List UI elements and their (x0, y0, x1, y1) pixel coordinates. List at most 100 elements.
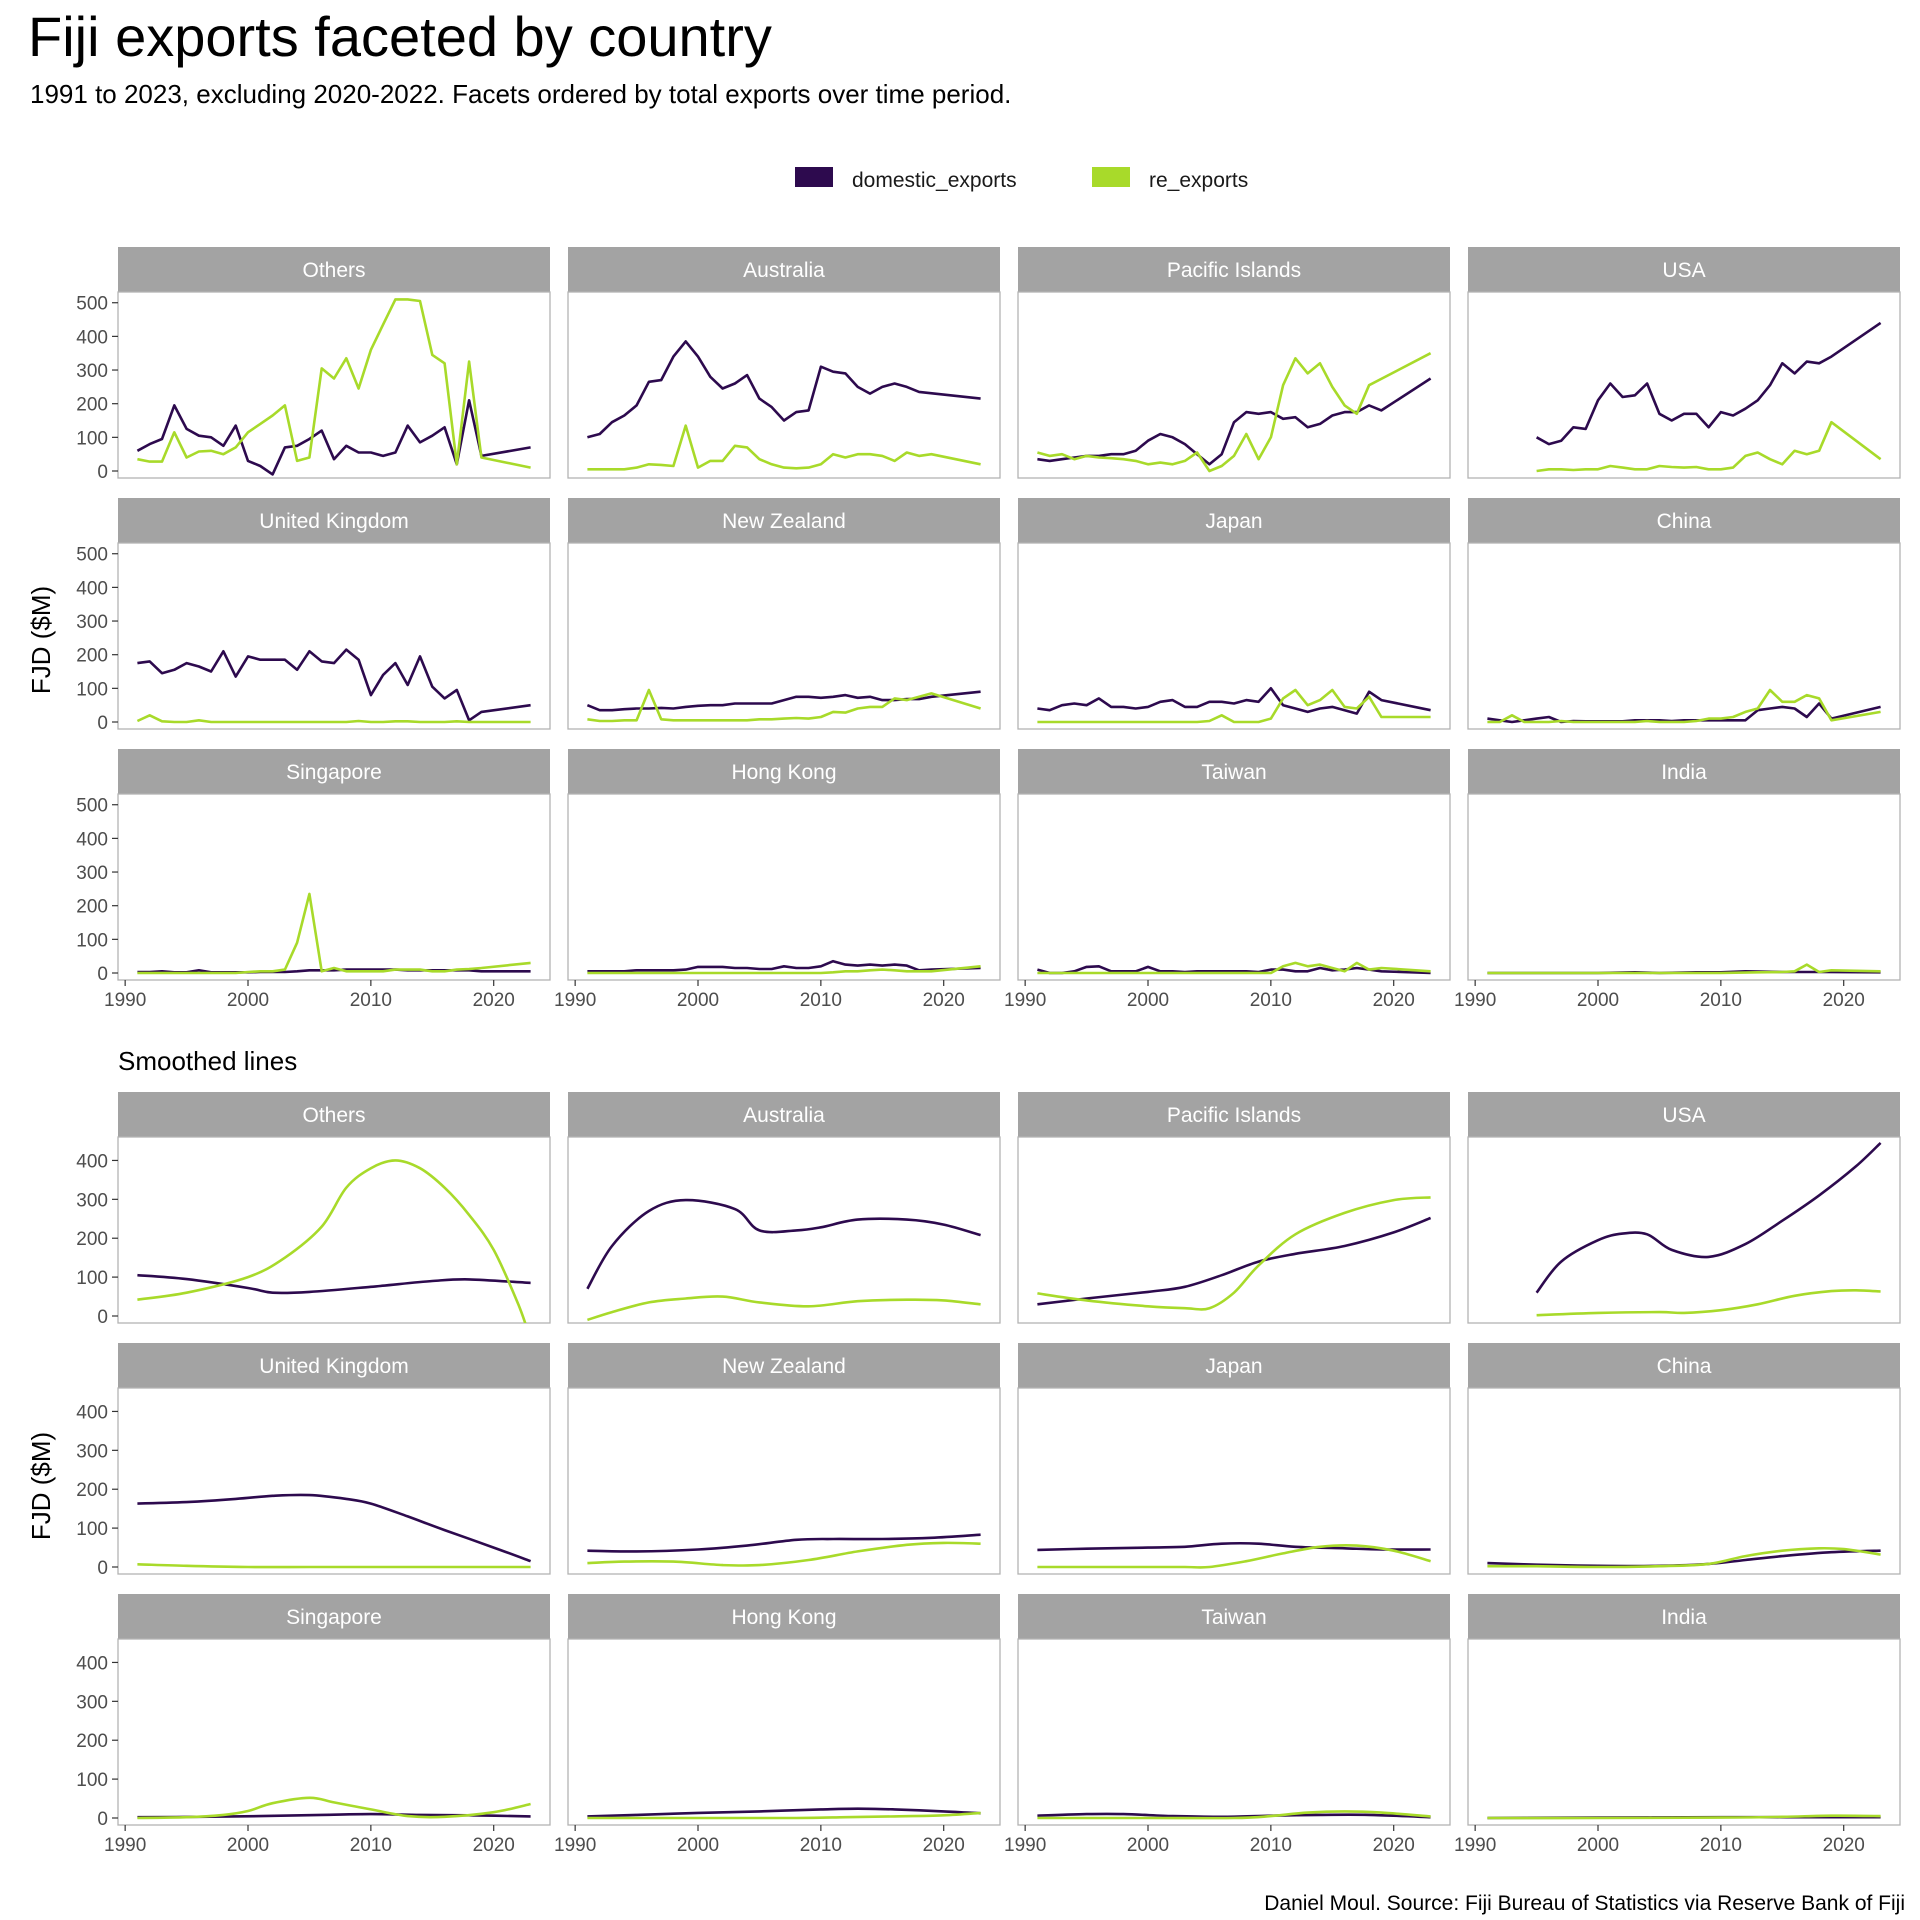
y-tick-label: 300 (76, 361, 108, 382)
series-line-domestic-exports (137, 1493, 532, 1563)
y-tick-label: 100 (76, 1268, 108, 1289)
panel-frame (1017, 291, 1451, 479)
facet-label: India (1661, 761, 1707, 784)
facet-strip (568, 749, 1000, 794)
x-tick-label: 1990 (104, 1835, 146, 1856)
series-line-domestic-exports (1037, 1541, 1431, 1552)
y-axis-title: FJD ($M) (26, 1432, 56, 1540)
y-tick-label: 300 (76, 1441, 108, 1462)
facet-label: Australia (743, 259, 825, 282)
x-tick-label: 2020 (473, 1835, 515, 1856)
panel-frame (567, 1136, 1001, 1324)
series-line-re-exports (1487, 1814, 1881, 1820)
facet-panel-india: India 1990 2000 2010 2020 (1454, 1594, 1901, 1856)
series-line-domestic-exports (586, 690, 981, 712)
x-tick-label: 1990 (1004, 1835, 1046, 1856)
x-tick-label: 2000 (1127, 1835, 1169, 1856)
panel-frame (117, 291, 551, 479)
facet-label: India (1661, 1606, 1707, 1629)
y-tick-label: 0 (97, 1809, 108, 1830)
y-tick-label: 100 (76, 679, 108, 700)
facet-panel-others: Others 0 100 200 300 400 (76, 1092, 551, 1328)
facet-label: Pacific Islands (1167, 259, 1301, 282)
legend-label-re-exports: re_exports (1149, 169, 1248, 192)
y-tick-label: 300 (76, 1190, 108, 1211)
facet-label: United Kingdom (259, 510, 408, 533)
series-line-re-exports (1536, 420, 1882, 473)
panel-frame (567, 1638, 1001, 1826)
series-line-domestic-exports (1037, 1216, 1432, 1306)
legend-swatch-domestic-exports (795, 167, 833, 187)
panel-frame (1467, 542, 1901, 730)
y-tick-label: 300 (76, 1692, 108, 1713)
y-tick-label: 200 (76, 646, 108, 667)
plot-area: FJD ($M) Others 0 100 200 300 400 500 Australia P… (26, 247, 1901, 1856)
panel-frame (1467, 1638, 1901, 1826)
facet-strip (118, 1092, 550, 1137)
facet-label: Taiwan (1201, 1606, 1266, 1629)
y-tick-label: 200 (76, 1731, 108, 1752)
panel-frame (1467, 793, 1901, 981)
y-tick-label: 100 (76, 428, 108, 449)
facet-panel-new-zealand: New Zealand (567, 1343, 1001, 1575)
x-tick-label: 2000 (1127, 990, 1169, 1011)
facet-strip (1018, 1092, 1450, 1137)
x-tick-label: 2000 (677, 990, 719, 1011)
x-tick-label: 1990 (104, 990, 146, 1011)
facet-strip (1018, 749, 1450, 794)
series-line-re-exports (136, 714, 531, 724)
series-line-domestic-exports (1535, 1141, 1882, 1294)
facet-strip (1468, 498, 1900, 543)
facet-strip (1018, 1594, 1450, 1639)
series-line-domestic-exports (1037, 377, 1432, 466)
series-line-re-exports (1536, 1288, 1881, 1317)
series-line-re-exports (587, 1541, 981, 1567)
facet-panel-singapore: Singapore 0 100 200 300 400 1990 2000 2010 2020 (76, 1594, 551, 1856)
x-tick-label: 2000 (677, 1835, 719, 1856)
series-line-re-exports (587, 965, 981, 975)
y-tick-label: 300 (76, 863, 108, 884)
x-tick-label: 1990 (1454, 1835, 1496, 1856)
y-tick-label: 0 (97, 462, 108, 483)
y-tick-label: 100 (76, 930, 108, 951)
facet-label: Others (302, 259, 365, 282)
facet-strip (118, 1594, 550, 1639)
panel-frame (567, 1387, 1001, 1575)
series-line-domestic-exports (1037, 687, 1431, 715)
series-line-re-exports (137, 298, 531, 469)
facet-panel-new-zealand: New Zealand (567, 498, 1001, 730)
facet-panel-china: China (1467, 498, 1901, 730)
panel-frame (117, 542, 551, 730)
series-line-re-exports (1037, 1196, 1431, 1311)
facet-panel-united-kingdom: United Kingdom 0 100 200 300 400 500 (76, 498, 551, 734)
x-tick-label: 2020 (1823, 1835, 1865, 1856)
facet-label: New Zealand (722, 510, 846, 533)
y-tick-label: 200 (76, 1229, 108, 1250)
facet-strip (568, 1343, 1000, 1388)
facet-label: Japan (1205, 510, 1262, 533)
panel-frame (117, 1136, 551, 1324)
x-tick-label: 2000 (1577, 990, 1619, 1011)
facet-strip (118, 498, 550, 543)
y-tick-label: 400 (76, 578, 108, 599)
y-tick-label: 400 (76, 1151, 108, 1172)
chart-subtitle: 1991 to 2023, excluding 2020-2022. Facet… (30, 79, 1011, 109)
y-tick-label: 400 (76, 1402, 108, 1423)
y-tick-label: 400 (76, 327, 108, 348)
facet-label: Pacific Islands (1167, 1104, 1301, 1127)
x-tick-label: 2000 (227, 990, 269, 1011)
chart-1: FJD ($M) Others 0 100 200 300 400 500 Australia P… (26, 247, 1901, 1011)
y-tick-label: 500 (76, 545, 108, 566)
panel-frame (1467, 291, 1901, 479)
facet-strip (1018, 498, 1450, 543)
series-line-domestic-exports (587, 340, 981, 439)
facet-panel-australia: Australia (567, 247, 1001, 479)
facet-strip (568, 1092, 1000, 1137)
series-line-re-exports (1037, 688, 1431, 724)
y-tick-label: 0 (97, 1558, 108, 1579)
facet-label: Australia (743, 1104, 825, 1127)
series-line-re-exports (137, 1796, 531, 1820)
panel-frame (1017, 793, 1451, 981)
y-tick-label: 400 (76, 1653, 108, 1674)
y-tick-label: 0 (97, 964, 108, 985)
